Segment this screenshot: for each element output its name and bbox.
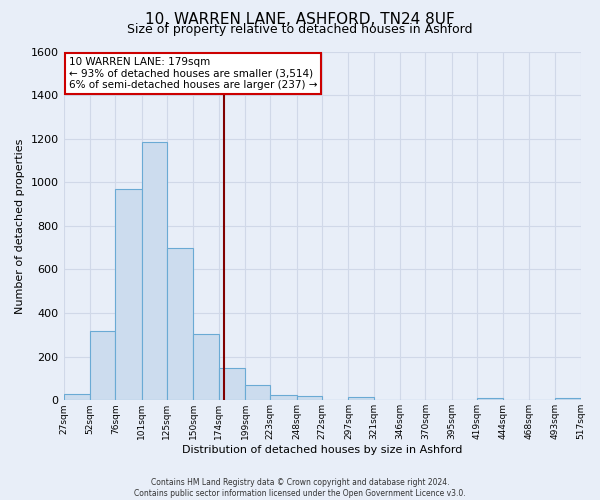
Bar [193,334,218,400]
Bar [297,396,322,400]
Bar [167,248,193,400]
Bar [142,142,167,401]
Text: Size of property relative to detached houses in Ashford: Size of property relative to detached ho… [127,22,473,36]
Bar [477,398,503,400]
Y-axis label: Number of detached properties: Number of detached properties [15,138,25,314]
Bar [555,398,581,400]
Text: Contains HM Land Registry data © Crown copyright and database right 2024.
Contai: Contains HM Land Registry data © Crown c… [134,478,466,498]
Bar [64,394,90,400]
X-axis label: Distribution of detached houses by size in Ashford: Distribution of detached houses by size … [182,445,462,455]
Bar [245,385,271,400]
Bar [90,330,115,400]
Bar [115,189,142,400]
Text: 10 WARREN LANE: 179sqm
← 93% of detached houses are smaller (3,514)
6% of semi-d: 10 WARREN LANE: 179sqm ← 93% of detached… [69,56,317,90]
Bar [349,397,374,400]
Bar [218,368,245,400]
Bar [271,395,297,400]
Text: 10, WARREN LANE, ASHFORD, TN24 8UF: 10, WARREN LANE, ASHFORD, TN24 8UF [145,12,455,28]
